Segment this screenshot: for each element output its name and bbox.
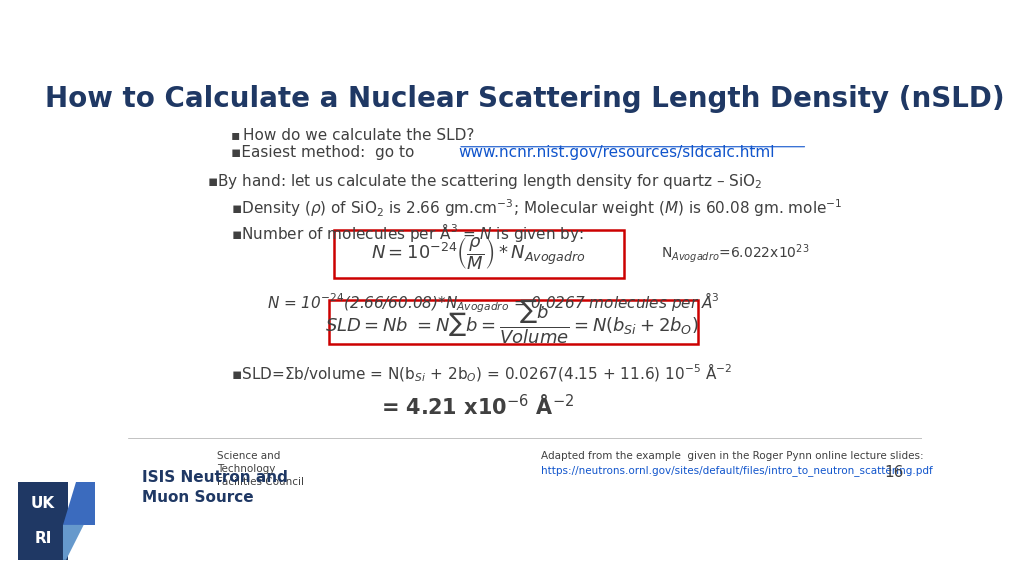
FancyBboxPatch shape — [329, 300, 697, 344]
Polygon shape — [63, 482, 95, 525]
Text: ▪Density ($\rho$) of SiO$_2$ is 2.66 gm.cm$^{-3}$; Molecular weight ($M$) is 60.: ▪Density ($\rho$) of SiO$_2$ is 2.66 gm.… — [231, 197, 843, 218]
Text: How do we calculate the SLD?: How do we calculate the SLD? — [243, 128, 474, 143]
Text: N$_{Avogadro}$=6.022x10$^{23}$: N$_{Avogadro}$=6.022x10$^{23}$ — [662, 242, 810, 265]
Text: = 4.21 x10$^{-6}$ Å$^{-2}$: = 4.21 x10$^{-6}$ Å$^{-2}$ — [381, 394, 573, 419]
Text: Science and
Technology
Facilities Council: Science and Technology Facilities Counci… — [217, 450, 304, 487]
Text: Adapted from the example  given in the Roger Pynn online lecture slides:: Adapted from the example given in the Ro… — [541, 450, 924, 461]
Text: UK: UK — [31, 497, 55, 511]
Text: $SLD = Nb\ = N\sum b = \dfrac{\sum b}{Volume} = N(b_{Si} + 2b_O)$: $SLD = Nb\ = N\sum b = \dfrac{\sum b}{Vo… — [326, 298, 699, 346]
Text: $N = 10^{-24}\left(\dfrac{\rho}{M}\right) * N_{Avogadro}$: $N = 10^{-24}\left(\dfrac{\rho}{M}\right… — [372, 236, 587, 272]
Text: ▪SLD=Σb/volume = N(b$_{Si}$ + 2b$_O$) = 0.0267(4.15 + 11.6) 10$^{-5}$ Å$^{-2}$: ▪SLD=Σb/volume = N(b$_{Si}$ + 2b$_O$) = … — [231, 362, 732, 384]
Text: $N$ = 10$^{-24}$(2.66/60.08)*$N_{Avogadro}$ = 0.0267 molecules per Å$^3$: $N$ = 10$^{-24}$(2.66/60.08)*$N_{Avogadr… — [267, 290, 720, 314]
FancyBboxPatch shape — [334, 230, 624, 278]
Text: https://neutrons.ornl.gov/sites/default/files/intro_to_neutron_scattering.pdf: https://neutrons.ornl.gov/sites/default/… — [541, 465, 933, 476]
Text: ▪: ▪ — [231, 128, 241, 142]
Text: ▪Number of molecules per Å$^3$ = $N$ is given by:: ▪Number of molecules per Å$^3$ = $N$ is … — [231, 221, 584, 244]
Text: 16: 16 — [885, 465, 904, 480]
Text: ▪By hand: let us calculate the scattering length density for quartz – SiO$_2$: ▪By hand: let us calculate the scatterin… — [207, 172, 763, 191]
Polygon shape — [63, 525, 84, 560]
Text: ▪Easiest method:  go to: ▪Easiest method: go to — [231, 145, 420, 160]
Text: RI: RI — [35, 530, 51, 545]
FancyBboxPatch shape — [18, 482, 69, 560]
Text: How to Calculate a Nuclear Scattering Length Density (nSLD): How to Calculate a Nuclear Scattering Le… — [45, 85, 1005, 113]
Text: www.ncnr.nist.gov/resources/sldcalc.html: www.ncnr.nist.gov/resources/sldcalc.html — [458, 145, 774, 160]
Text: ISIS Neutron and
Muon Source: ISIS Neutron and Muon Source — [142, 470, 288, 505]
